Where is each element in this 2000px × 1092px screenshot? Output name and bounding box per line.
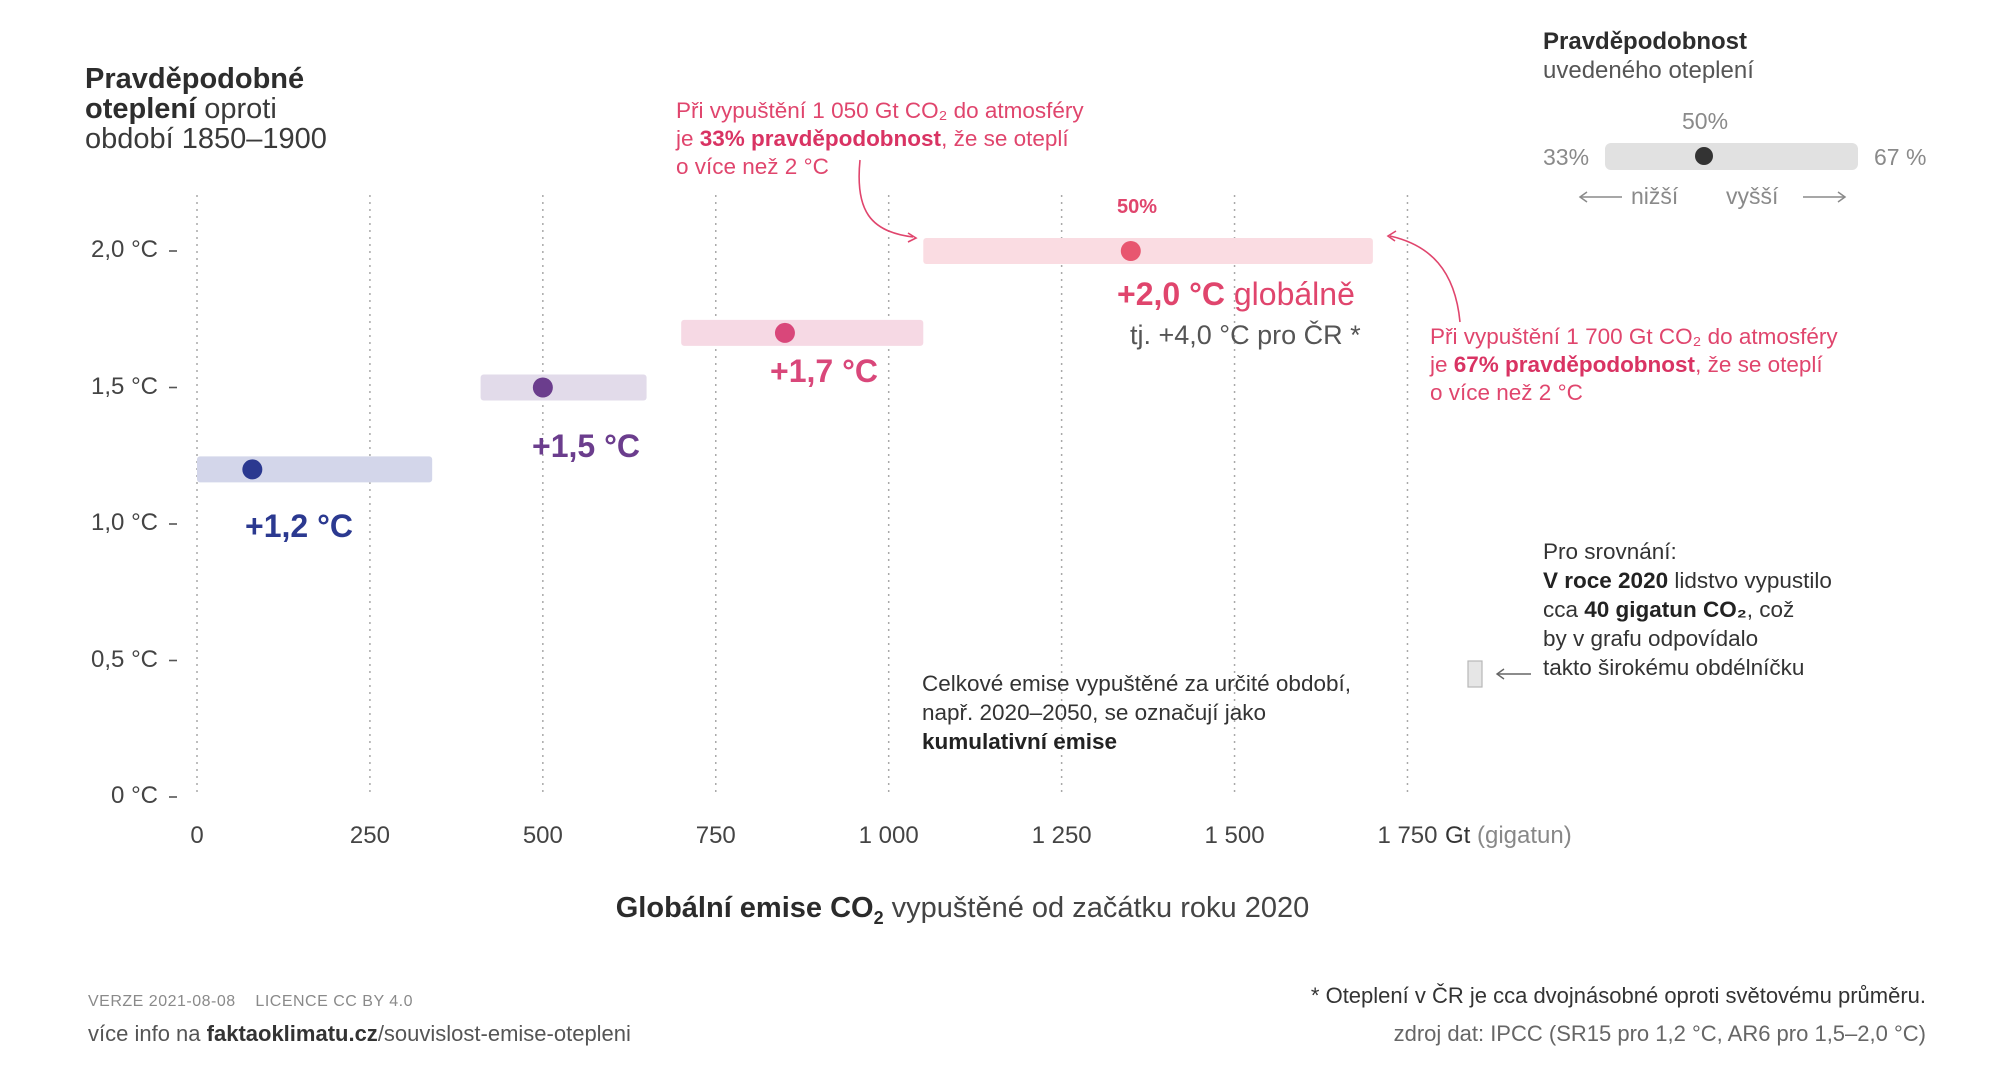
band-2 [681,319,924,346]
cum-note-l3: kumulativní emise [922,729,1118,754]
y-tick-label-0: 0 °C [111,782,158,809]
compare-l1: Pro srovnání: [1543,539,1677,564]
footer-version: VERZE 2021-08-08 [88,993,236,1010]
footer-note: * Oteplení v ČR je cca dvojnásobné oprot… [1310,983,1926,1008]
legend-p67: 67 % [1874,144,1927,170]
arrow-top-head [907,232,918,243]
label-2-0-value: +2,0 °C [1117,276,1225,312]
footer-version-license: VERZE 2021-08-08 LICENCE CC BY 4.0 [88,993,413,1011]
y-tick-marks [169,250,177,798]
legend-band [1605,143,1858,170]
x-unit-bold: Gt [1445,822,1471,849]
note-right-l1: Při vypuštění 1 700 Gt CO₂ do atmosféry [1430,324,1838,349]
legend-p50: 50% [1682,108,1729,134]
x-tick-label-2: 500 [522,822,563,849]
legend-title-rest: uvedeného oteplení [1543,57,1754,84]
x-tick-label-1: 250 [349,822,390,849]
legend-title: Pravděpodobnost uvedeného oteplení [1543,27,1754,85]
x-tick-label-0: 0 [190,822,204,849]
legend-higher: vyšší [1726,183,1779,209]
band-3 [923,238,1373,264]
label-1-7: +1,7 °C [770,353,878,389]
legend-lower: nižší [1631,183,1679,209]
label-2-0-cz: tj. +4,0 °C pro ČR * [1130,320,1361,350]
arrow-top-note [858,159,914,238]
label-1-2: +1,2 °C [245,508,353,544]
footer-license: LICENCE CC BY 4.0 [255,993,414,1010]
cum-note-l2: např. 2020–2050, se označují jako [922,700,1267,725]
x-tick-label-4: 1 000 [858,822,919,849]
y-title-line1: Pravděpodobné [85,63,305,95]
y-title-line2-bold: oteplení [85,93,197,125]
dot-1 [532,377,553,398]
dot-2 [774,322,795,343]
x-tick-label-7: 1 750 [1377,822,1438,849]
note-right-l3: o více než 2 °C [1430,380,1583,405]
note-top-l3: o více než 2 °C [676,154,829,179]
arrow-right-head [1386,230,1397,242]
x-title-bold: Globální emise CO [615,892,874,924]
y-tick-label-4: 2,0 °C [91,236,158,263]
label-1-5: +1,5 °C [532,428,640,464]
arrow-right-note [1389,235,1461,323]
note-right-bold: 67% pravděpodobnost [1453,352,1696,377]
band-1 [480,374,647,401]
legend-p33: 33% [1543,144,1590,170]
x-tick-label-6: 1 500 [1204,822,1265,849]
compare-l4: by v grafu odpovídalo [1543,626,1759,651]
band-0 [197,456,433,483]
y-title-line2-rest: oproti [196,93,277,125]
grid-lines [196,195,1409,797]
label-2-0-suffix: globálně [1224,276,1355,312]
compare-l5: takto širokému obdélníčku [1543,655,1805,680]
legend-title-bold: Pravděpodobnost [1543,28,1748,55]
pct50-label: 50% [1117,196,1158,218]
cumulative-note: Celkové emise vypuštěné za určité období… [922,669,1351,756]
footer-link[interactable]: více info na faktaoklimatu.cz/souvislost… [88,1021,631,1046]
y-tick-label-3: 1,5 °C [91,372,158,400]
label-2-0: +2,0 °C globálně [1117,276,1355,313]
x-tick-label-3: 750 [695,822,736,849]
note-top-l1: Při vypuštění 1 050 Gt CO₂ do atmosféry [676,98,1084,123]
x-axis-title: Globální emise CO2 vypuštěné od začátku … [0,892,1925,929]
note-right: Při vypuštění 1 700 Gt CO₂ do atmosféry … [1430,324,1838,405]
footer-source: zdroj dat: IPCC (SR15 pro 1,2 °C, AR6 pr… [1393,1021,1926,1046]
comparison-note: Pro srovnání: V roce 2020 lidstvo vypust… [1543,539,1832,680]
cum-note-l1: Celkové emise vypuštěné za určité období… [922,671,1351,696]
y-tick-label-2: 1,0 °C [91,509,158,536]
dot-0 [242,459,263,480]
x-unit-rest: (gigatun) [1470,822,1572,849]
x-tick-label-5: 1 250 [1031,822,1092,849]
y-axis-title: Pravděpodobné oteplení oproti období 185… [85,64,327,154]
y-tick-label-1: 0,5 °C [91,645,158,673]
note-top-bold: 33% pravděpodobnost [699,126,942,151]
note-top: Při vypuštění 1 050 Gt CO₂ do atmosféry … [676,98,1084,179]
y-title-line3: období 1850–1900 [85,123,327,155]
x-title-rest: vypuštěné od začátku roku 2020 [883,892,1310,924]
x-axis-unit: Gt (gigatun) [1445,822,1572,850]
x-title-sub: 2 [873,907,884,928]
series-dots [242,241,1141,480]
legend-dot [1695,147,1713,165]
dot-3 [1120,241,1141,261]
comparison-rectangle [1467,660,1483,688]
